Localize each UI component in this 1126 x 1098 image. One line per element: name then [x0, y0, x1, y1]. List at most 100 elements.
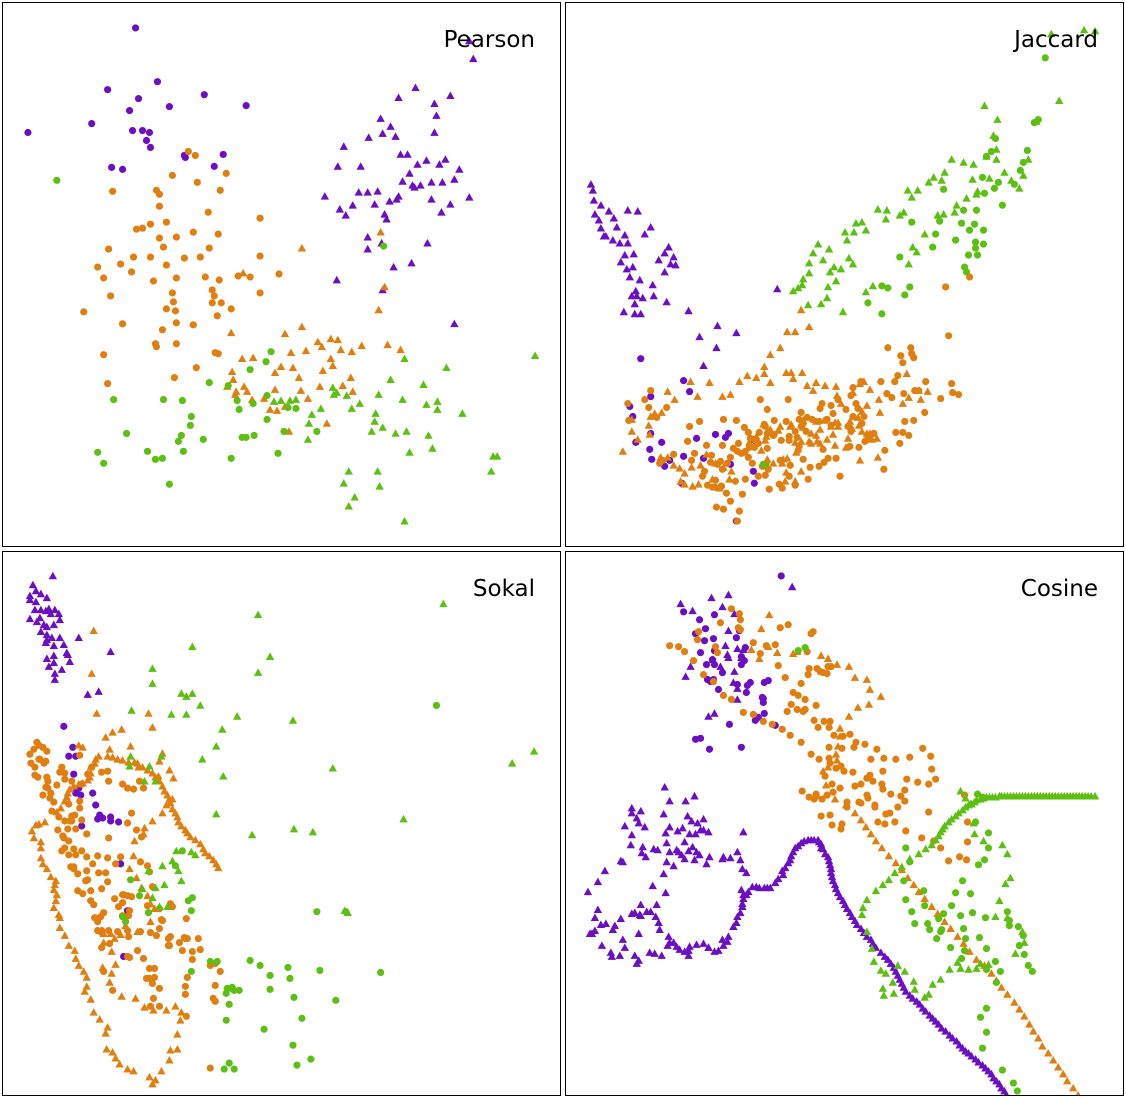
data-point-triangle	[173, 1044, 182, 1053]
data-point-circle	[785, 432, 793, 440]
data-point-triangle	[940, 917, 949, 925]
data-point-triangle	[849, 227, 859, 236]
data-point-triangle	[681, 796, 690, 805]
data-point-triangle	[427, 178, 436, 186]
data-point-triangle	[660, 248, 669, 257]
data-point-circle	[945, 332, 953, 340]
data-point-triangle	[914, 887, 923, 896]
data-point-circle	[249, 399, 257, 408]
data-point-circle	[959, 925, 968, 933]
data-point-triangle	[724, 590, 733, 599]
data-point-circle	[964, 251, 973, 259]
data-point-triangle	[982, 152, 991, 160]
data-point-triangle	[1004, 1090, 1009, 1095]
data-point-triangle	[953, 932, 962, 940]
data-point-triangle	[42, 864, 52, 873]
data-point-circle	[828, 821, 836, 829]
data-point-triangle	[458, 409, 467, 417]
data-point-triangle	[348, 201, 357, 209]
data-point-triangle	[992, 155, 1001, 163]
data-point-triangle	[865, 685, 875, 693]
data-point-triangle	[594, 216, 604, 224]
data-point-circle	[76, 751, 84, 759]
data-point-circle	[849, 412, 857, 421]
data-point-triangle	[774, 874, 783, 883]
data-point-triangle	[1019, 171, 1028, 179]
data-point-triangle	[774, 426, 783, 434]
data-point-triangle	[903, 186, 912, 194]
data-point-circle	[148, 979, 157, 987]
data-point-triangle	[736, 855, 745, 864]
data-point-triangle	[948, 1034, 957, 1042]
data-point-triangle	[145, 762, 154, 770]
data-point-circle	[761, 471, 769, 479]
data-point-triangle	[110, 934, 119, 942]
data-point-circle	[91, 914, 99, 922]
data-point-circle	[689, 657, 698, 665]
data-point-circle	[74, 887, 82, 895]
data-point-triangle	[806, 429, 816, 437]
data-point-triangle	[604, 207, 614, 215]
data-point-circle	[789, 688, 797, 697]
data-point-triangle	[371, 409, 380, 417]
data-point-circle	[1003, 908, 1011, 916]
data-point-triangle	[51, 896, 61, 905]
data-point-circle	[825, 743, 833, 751]
data-point-circle	[89, 860, 97, 868]
data-point-triangle	[692, 847, 701, 856]
data-point-triangle	[101, 1029, 110, 1037]
data-point-triangle	[739, 448, 748, 456]
data-point-triangle	[148, 679, 157, 687]
data-point-circle	[222, 1016, 230, 1024]
data-point-circle	[976, 1013, 985, 1021]
data-point-triangle	[724, 932, 733, 940]
data-point-triangle	[49, 651, 59, 659]
data-point-triangle	[876, 692, 886, 700]
data-point-circle	[705, 745, 714, 753]
data-point-triangle	[593, 877, 603, 886]
data-point-triangle	[148, 1079, 157, 1088]
data-point-triangle	[693, 392, 702, 400]
data-point-triangle	[760, 362, 769, 371]
data-point-triangle	[70, 946, 79, 954]
data-point-circle	[958, 877, 967, 885]
data-point-triangle	[797, 280, 807, 289]
data-point-triangle	[835, 732, 845, 740]
data-point-circle	[30, 745, 38, 753]
data-point-triangle	[650, 409, 659, 417]
data-point-circle	[784, 621, 792, 629]
data-point-circle	[210, 162, 218, 170]
data-point-circle	[178, 396, 186, 405]
data-point-triangle	[881, 969, 891, 977]
data-point-circle	[710, 611, 719, 619]
data-point-triangle	[1049, 1055, 1058, 1064]
data-point-triangle	[52, 890, 62, 899]
data-point-triangle	[286, 348, 296, 357]
data-point-triangle	[699, 939, 708, 947]
data-point-triangle	[992, 145, 1001, 153]
data-point-circle	[982, 944, 991, 953]
data-point-triangle	[692, 940, 701, 948]
data-point-triangle	[620, 943, 629, 951]
data-point-circle	[880, 465, 888, 473]
data-point-circle	[74, 870, 82, 878]
data-point-circle	[878, 780, 886, 788]
data-point-triangle	[446, 91, 455, 100]
data-point-circle	[854, 404, 862, 413]
data-point-circle	[924, 920, 932, 928]
data-point-triangle	[646, 907, 655, 916]
data-point-circle	[815, 462, 823, 470]
data-point-triangle	[804, 268, 814, 277]
data-point-circle	[33, 738, 41, 746]
data-point-triangle	[764, 642, 773, 650]
data-point-triangle	[725, 475, 734, 483]
data-point-triangle	[694, 480, 703, 488]
data-point-circle	[98, 768, 106, 776]
data-point-triangle	[1029, 1027, 1038, 1035]
data-point-triangle	[1015, 1005, 1024, 1013]
data-point-triangle	[42, 593, 52, 602]
data-point-triangle	[158, 808, 167, 817]
data-point-triangle	[862, 675, 872, 683]
data-point-circle	[892, 428, 900, 437]
data-point-triangle	[875, 408, 885, 416]
